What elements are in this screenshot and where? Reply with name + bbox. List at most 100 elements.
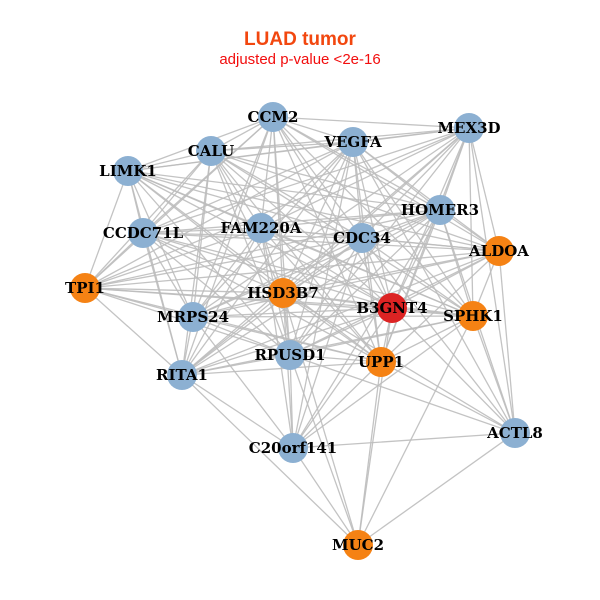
- node-CCM2: [258, 102, 288, 132]
- network-edge-ALDOA-TPI1: [84, 250, 500, 289]
- node-RPUSD1: [275, 340, 305, 370]
- node-label-CCDC71L: CCDC71L: [103, 224, 184, 242]
- network-edge-MEX3D-FAM220A: [260, 127, 470, 229]
- network-edge-CALU-B3GNT4: [210, 150, 393, 309]
- node-C20orf141: [278, 433, 308, 463]
- network-edge-HSD3B7-MRPS24: [192, 292, 284, 318]
- network-edge-LIMK1-HOMER3: [127, 170, 441, 211]
- network-edge-C20orf141-VEGFA: [292, 141, 354, 449]
- network-edge-C20orf141-FAM220A: [260, 227, 294, 449]
- network-edge-MUC2-SPHK1: [357, 315, 474, 546]
- network-edge-CDC34-MRPS24: [192, 237, 363, 318]
- network-edge-MRPS24-RPUSD1: [192, 316, 291, 356]
- network-edge-CDC34-RPUSD1: [289, 237, 363, 356]
- network-edge-CCM2-TPI1: [84, 116, 274, 289]
- network-edge-CDC34-ALDOA: [361, 237, 500, 252]
- node-CDC34: [347, 223, 377, 253]
- network-edge-MEX3D-ALDOA: [468, 127, 500, 252]
- network-edge-CCM2-MEX3D: [272, 116, 470, 129]
- node-label-SPHK1: SPHK1: [443, 307, 503, 325]
- node-FAM220A: [246, 213, 276, 243]
- node-label-VEGFA: VEGFA: [323, 133, 382, 151]
- network-edge-VEGFA-ALDOA: [352, 141, 500, 252]
- network-edge-CALU-ALDOA: [210, 150, 500, 252]
- network-edge-ACTL8-HSD3B7: [282, 292, 516, 434]
- network-edge-CCM2-ALDOA: [272, 116, 500, 252]
- network-edge-HOMER3-CCDC71L: [142, 209, 441, 234]
- node-label-HSD3B7: HSD3B7: [247, 284, 319, 302]
- network-edge-CCDC71L-UPP1: [142, 232, 382, 363]
- network-edge-ACTL8-UPP1: [380, 361, 516, 434]
- network-edge-CALU-HOMER3: [210, 150, 441, 211]
- node-label-LIMK1: LIMK1: [99, 162, 157, 180]
- node-RITA1: [167, 360, 197, 390]
- network-edge-CCDC71L-RITA1: [142, 232, 183, 376]
- node-label-CDC34: CDC34: [333, 229, 391, 247]
- network-edge-LIMK1-ALDOA: [127, 170, 500, 252]
- network-edge-CDC34-UPP1: [361, 237, 382, 363]
- network-edge-HOMER3-TPI1: [84, 209, 441, 289]
- network-edge-CDC34-TPI1: [84, 237, 363, 289]
- node-label-MUC2: MUC2: [332, 536, 384, 554]
- network-edge-ACTL8-B3GNT4: [391, 307, 516, 434]
- node-label-C20orf141: C20orf141: [249, 439, 337, 457]
- node-SPHK1: [458, 301, 488, 331]
- plot-subtitle: adjusted p-value <2e-16: [219, 51, 381, 68]
- network-edge-VEGFA-TPI1: [84, 141, 354, 289]
- network-edge-B3GNT4-MRPS24: [192, 307, 393, 318]
- node-label-TPI1: TPI1: [65, 279, 105, 297]
- node-label-MRPS24: MRPS24: [157, 308, 229, 326]
- node-label-ACTL8: ACTL8: [486, 424, 543, 442]
- plot-title: LUAD tumor: [244, 29, 356, 50]
- network-edge-HSD3B7-RITA1: [181, 292, 284, 376]
- network-edge-TPI1-HSD3B7: [84, 287, 284, 294]
- network-edge-LIMK1-TPI1: [84, 170, 129, 289]
- network-edge-MUC2-RITA1: [181, 374, 359, 546]
- network-edge-ACTL8-CDC34: [361, 237, 516, 434]
- network-edge-ACTL8-MEX3D: [468, 127, 516, 434]
- network-edge-C20orf141-MUC2: [292, 447, 359, 546]
- node-MRPS24: [178, 302, 208, 332]
- network-edge-ALDOA-UPP1: [380, 250, 500, 363]
- node-MUC2: [343, 530, 373, 560]
- network-edge-TPI1-RITA1: [84, 287, 183, 376]
- network-edge-MUC2-HSD3B7: [282, 292, 359, 546]
- network-edge-FAM220A-CCDC71L: [142, 227, 262, 234]
- network-edge-MEX3D-CDC34: [361, 127, 470, 239]
- network-edge-VEGFA-CALU: [210, 141, 354, 152]
- node-HOMER3: [425, 195, 455, 225]
- network-edge-LIMK1-MRPS24: [127, 170, 194, 318]
- network-edge-C20orf141-HSD3B7: [282, 292, 294, 449]
- network-edge-RPUSD1-UPP1: [289, 354, 382, 363]
- network-edge-CCDC71L-HSD3B7: [142, 232, 284, 294]
- network-edge-VEGFA-CCDC71L: [142, 141, 354, 234]
- node-ALDOA: [484, 236, 514, 266]
- network-edge-MRPS24-UPP1: [192, 316, 382, 363]
- network-edge-CDC34-HSD3B7: [282, 237, 363, 294]
- network-edge-CCDC71L-SPHK1: [142, 232, 474, 317]
- network-edge-CDC34-SPHK1: [361, 237, 474, 317]
- node-label-CCM2: CCM2: [248, 108, 299, 126]
- network-edge-RPUSD1-RITA1: [181, 354, 291, 376]
- node-label-MEX3D: MEX3D: [437, 119, 500, 137]
- network-edge-C20orf141-CDC34: [292, 237, 363, 449]
- network-edge-MUC2-B3GNT4: [357, 307, 393, 546]
- node-label-RITA1: RITA1: [156, 366, 208, 384]
- node-TPI1: [70, 273, 100, 303]
- network-edge-C20orf141-UPP1: [292, 361, 382, 449]
- network-edge-VEGFA-LIMK1: [127, 141, 354, 172]
- network-edge-HOMER3-FAM220A: [260, 209, 441, 229]
- network-edge-CALU-FAM220A: [210, 150, 262, 229]
- network-edge-MUC2-RPUSD1: [289, 354, 359, 546]
- network-edge-C20orf141-RITA1: [181, 374, 294, 449]
- network-edge-LIMK1-CDC34: [127, 170, 363, 239]
- network-edge-MEX3D-SPHK1: [468, 127, 474, 317]
- node-VEGFA: [338, 127, 368, 157]
- node-label-CALU: CALU: [188, 142, 234, 160]
- node-MEX3D: [454, 113, 484, 143]
- network-edge-ALDOA-RITA1: [181, 250, 500, 376]
- network-edge-C20orf141-B3GNT4: [292, 307, 393, 449]
- network-edge-FAM220A-MRPS24: [192, 227, 262, 318]
- network-edge-VEGFA-HSD3B7: [282, 141, 354, 294]
